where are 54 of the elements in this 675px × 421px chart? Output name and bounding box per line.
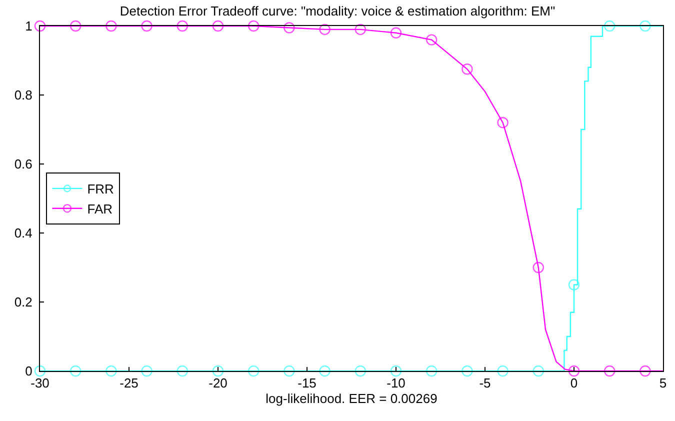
point (568, 365, 580, 377)
point (604, 20, 616, 32)
point (532, 365, 544, 377)
point (390, 365, 402, 377)
point (212, 20, 224, 32)
x-tick-label: -15 (298, 376, 316, 391)
chart-title: Detection Error Tradeoff curve: "modality: voice & estimation algorithm: EM" (120, 3, 556, 18)
x-tick-label: 0 (570, 376, 578, 391)
point (248, 20, 260, 32)
point (497, 365, 508, 377)
point (319, 365, 330, 377)
y-tick-label: 0.8 (14, 88, 32, 103)
point (176, 20, 188, 32)
x-tick-label: -5 (479, 376, 491, 391)
point (284, 365, 295, 377)
x-tick-label: -10 (386, 376, 406, 391)
y-tick-label: 1 (25, 18, 32, 34)
point (248, 365, 260, 377)
x-tick-label: -20 (208, 376, 228, 391)
point (106, 365, 117, 377)
point (462, 64, 473, 75)
point (568, 279, 580, 290)
x-axis-title: log-likelihood. EER = 0.00269 (266, 391, 438, 406)
point (354, 24, 366, 36)
x-tick-label: -30 (30, 376, 50, 391)
point (34, 20, 46, 32)
point (141, 365, 152, 377)
y-tick-label: 0 (25, 364, 32, 379)
point (532, 262, 544, 274)
point (319, 24, 330, 36)
legend-label: FAR (87, 201, 113, 216)
point (176, 365, 188, 377)
point (426, 365, 438, 377)
x-tick-label: -25 (120, 376, 138, 391)
y-tick-label: 0.6 (14, 156, 32, 172)
point (70, 365, 82, 377)
y-tick-label: 0.2 (14, 294, 32, 310)
point (497, 117, 508, 128)
point (106, 20, 117, 32)
point (70, 20, 82, 32)
point (462, 365, 473, 377)
point (390, 27, 402, 38)
point (34, 365, 46, 377)
point (640, 365, 651, 377)
x-tick-label: 5 (659, 376, 667, 391)
y-tick-label: 0.4 (14, 226, 32, 241)
point (640, 20, 651, 32)
point (141, 20, 152, 32)
point (354, 365, 366, 377)
legend-label: FRR (87, 182, 114, 197)
point (604, 365, 616, 377)
point (426, 34, 438, 46)
point (284, 22, 295, 34)
point (212, 365, 224, 377)
